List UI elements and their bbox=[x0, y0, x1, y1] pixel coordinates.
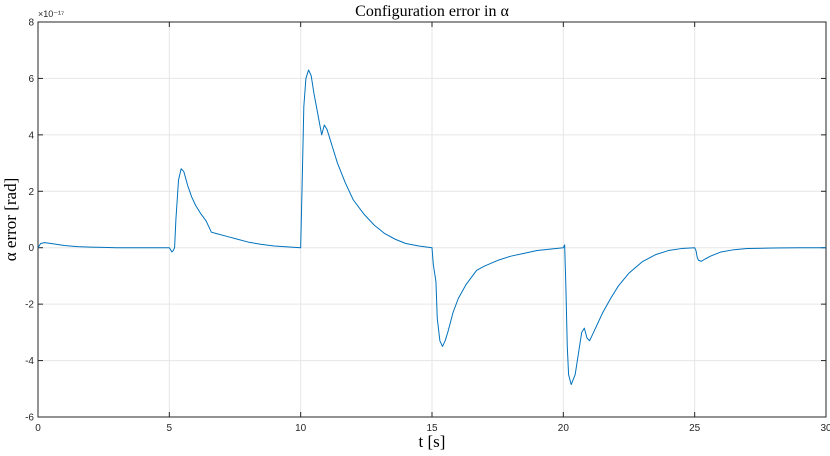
y-tick-label: 4 bbox=[28, 130, 34, 141]
x-axis-ticks: 0 5 10 15 20 25 30 bbox=[35, 22, 830, 434]
x-tick-label: 20 bbox=[558, 423, 570, 434]
grid-lines bbox=[37, 21, 827, 418]
y-tick-label: -4 bbox=[25, 356, 34, 367]
chart-title: Configuration error in α bbox=[355, 3, 509, 20]
y-tick-label: 8 bbox=[28, 18, 34, 29]
y-tick-label: 2 bbox=[28, 187, 34, 198]
x-tick-label: 10 bbox=[295, 423, 307, 434]
y-axis-label: α error [rad] bbox=[1, 178, 20, 261]
y-tick-label: -2 bbox=[25, 300, 34, 311]
x-tick-label: 0 bbox=[35, 423, 41, 434]
y-axis-exponent: ×10⁻¹⁷ bbox=[38, 9, 64, 19]
x-tick-label: 5 bbox=[167, 423, 173, 434]
x-tick-label: 30 bbox=[820, 423, 830, 434]
y-tick-label: -6 bbox=[25, 413, 34, 424]
x-tick-label: 25 bbox=[689, 423, 701, 434]
series-line bbox=[37, 69, 826, 386]
x-tick-label: 15 bbox=[426, 423, 438, 434]
y-tick-label: 6 bbox=[28, 74, 34, 85]
x-axis-label: t [s] bbox=[419, 432, 446, 451]
y-tick-label: 0 bbox=[28, 243, 34, 254]
